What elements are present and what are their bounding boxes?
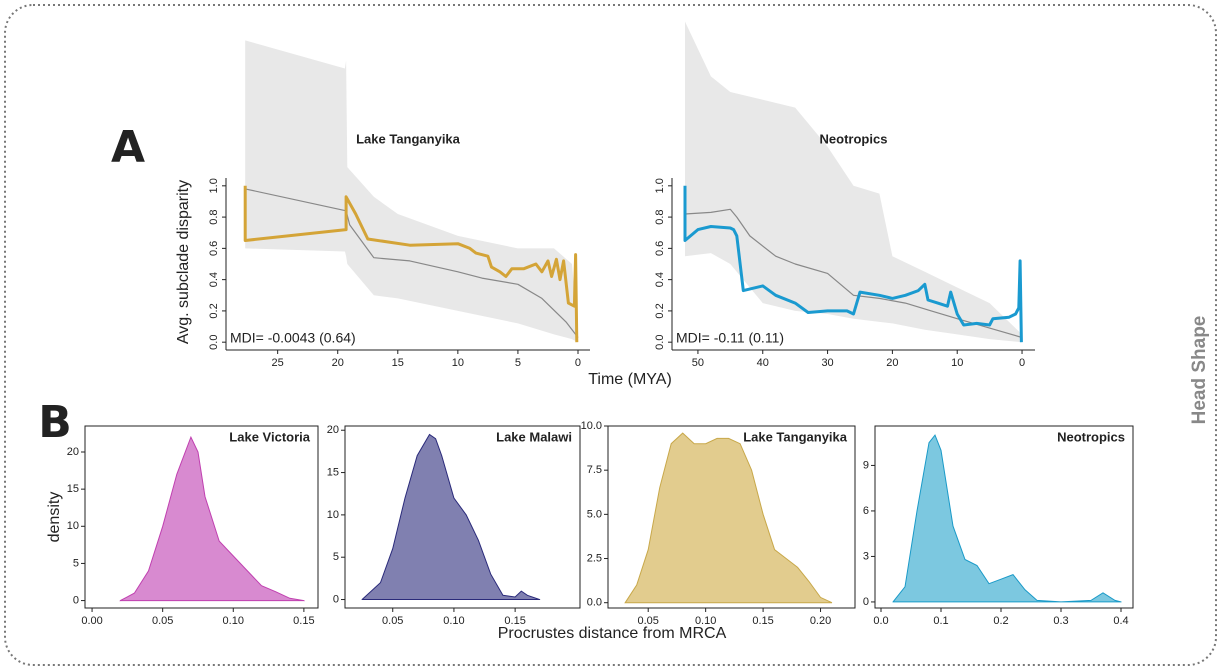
y-tick-label: 10 [67,520,79,532]
x-tick-label: 0 [1019,357,1025,369]
x-tick-label: 20 [332,357,344,369]
x-tick-label: 0.00 [81,615,102,627]
y-tick-label: 3 [863,550,869,562]
x-tick-label: 30 [821,357,833,369]
x-tick-label: 10 [951,357,963,369]
y-tick-label: 9 [863,459,869,471]
y-tick-label: 0.4 [654,272,666,287]
x-tick-label: 5 [515,357,521,369]
y-axis-title: density [46,492,63,543]
observed-line [243,185,579,343]
x-tick-label: 20 [886,357,898,369]
y-tick-label: 0.2 [208,303,220,318]
y-tick-label: 0.8 [208,209,220,224]
x-tick-label: 25 [272,357,284,369]
y-tick-label: 15 [327,466,339,478]
x-tick-label: 10 [452,357,464,369]
x-tick-label: 15 [392,357,404,369]
y-tick-label: 5 [333,551,339,563]
y-tick-label: 0.8 [654,209,666,224]
chart-title: Lake Victoria [229,429,310,444]
plot-border [874,425,1134,609]
x-tick-label: 0.4 [1113,615,1128,627]
x-tick-label: 50 [692,357,704,369]
x-tick-label: 0.2 [993,615,1008,627]
y-tick-label: 0.0 [654,335,666,350]
y-tick-label: 0.0 [208,335,220,350]
x-tick-label: 0.10 [695,615,716,627]
y-tick-label: 10 [327,509,339,521]
x-tick-label: 0.20 [810,615,831,627]
y-tick-label: 5 [73,557,79,569]
y-tick-label: 7.5 [587,464,602,476]
y-tick-label: 0.2 [654,303,666,318]
x-axis-title: Procrustes distance from MRCA [498,625,727,642]
y-tick-label: 0.6 [208,241,220,256]
frame [4,4,1217,666]
x-tick-label: 0.05 [152,615,173,627]
side-label: Head Shape [1189,316,1210,425]
chart-title: Neotropics [1057,429,1125,444]
chart-title: Lake Tanganyika [356,131,461,146]
density-area [361,433,541,601]
chart-title: Lake Tanganyika [743,429,848,444]
annotation: MDI= -0.0043 (0.64) [230,330,356,346]
x-tick-label: 40 [757,357,769,369]
density-area [119,435,306,602]
plot-border [84,425,319,609]
y-tick-label: 20 [327,424,339,436]
y-tick-label: 0.6 [654,241,666,256]
chart-title: Lake Malawi [496,429,572,444]
y-tick-label: 10.0 [581,420,602,432]
annotation: MDI= -0.11 (0.11) [676,330,784,346]
plot-border [607,425,856,609]
y-tick-label: 15 [67,483,79,495]
x-tick-label: 0.10 [223,615,244,627]
panel-label: B [38,397,72,448]
y-axis-title: Avg. subclade disparity [175,180,192,344]
y-tick-label: 1.0 [654,178,666,193]
x-tick-label: 0.15 [752,615,773,627]
plot-border [344,425,581,609]
chart-title: Neotropics [820,131,888,146]
x-tick-label: 0.05 [382,615,403,627]
x-tick-label: 0 [575,357,581,369]
x-tick-label: 0.1 [933,615,948,627]
y-tick-label: 6 [863,505,869,517]
y-tick-label: 0 [333,593,339,605]
x-tick-label: 0.10 [443,615,464,627]
density-area [892,434,1122,603]
median-line [684,208,1023,339]
y-tick-label: 0 [863,596,869,608]
observed-line [683,185,1023,343]
confidence-band [685,21,1022,343]
x-tick-label: 0.15 [293,615,314,627]
y-tick-label: 0.0 [587,597,602,609]
x-tick-label: 0.15 [504,615,525,627]
y-tick-label: 2.5 [587,552,602,564]
confidence-band [245,40,578,343]
x-axis-title: Time (MYA) [588,371,672,388]
y-tick-label: 5.0 [587,508,602,520]
y-tick-label: 0.4 [208,272,220,287]
x-tick-label: 0.05 [637,615,658,627]
density-area [624,432,833,604]
x-tick-label: 0.3 [1053,615,1068,627]
panel-label: A [111,122,145,173]
y-tick-label: 20 [67,446,79,458]
median-line [245,188,579,338]
y-tick-label: 0 [73,594,79,606]
y-tick-label: 1.0 [208,178,220,193]
x-tick-label: 0.0 [873,615,888,627]
